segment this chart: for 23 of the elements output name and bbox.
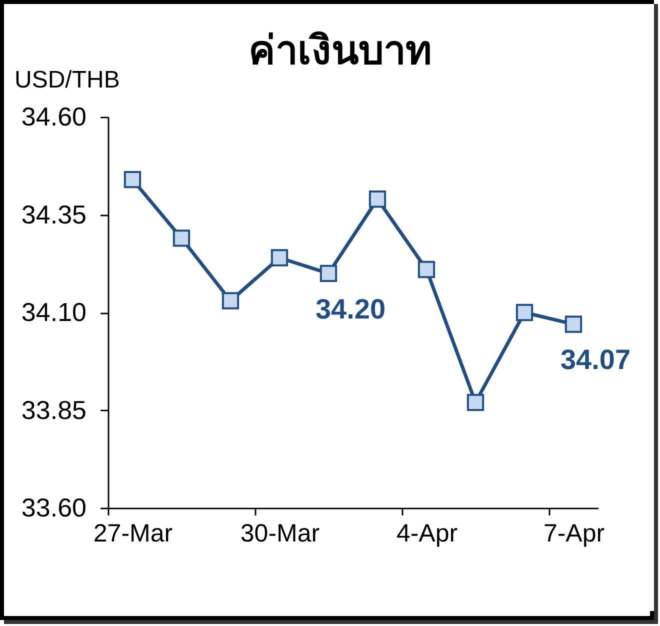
point (368, 190, 386, 208)
point (124, 170, 142, 188)
y-axis-title: USD/THB (14, 66, 120, 94)
y-tick-label: 33.60 (21, 492, 86, 522)
data-label: 34.20 (315, 293, 386, 324)
point (270, 249, 288, 266)
point (320, 264, 338, 282)
x-tick-label: 30-Mar (240, 520, 320, 548)
x-tick-label: 27-Mar (93, 520, 173, 548)
point (564, 316, 582, 333)
point (516, 304, 534, 322)
point (172, 230, 190, 247)
x-tick-label: 4-Apr (396, 520, 458, 548)
point (222, 292, 240, 310)
y-tick-label: 34.10 (21, 297, 86, 327)
chart-title: ค่าเงินบาท (248, 28, 432, 74)
point (418, 260, 436, 278)
y-tick-label: 33.85 (21, 394, 86, 425)
x-tick-label: 7-Apr (543, 520, 605, 548)
data-label: 34.07 (560, 344, 631, 376)
y-tick-label: 34.60 (21, 102, 86, 132)
point (466, 394, 484, 412)
y-tick-label: 34.35 (21, 199, 86, 230)
